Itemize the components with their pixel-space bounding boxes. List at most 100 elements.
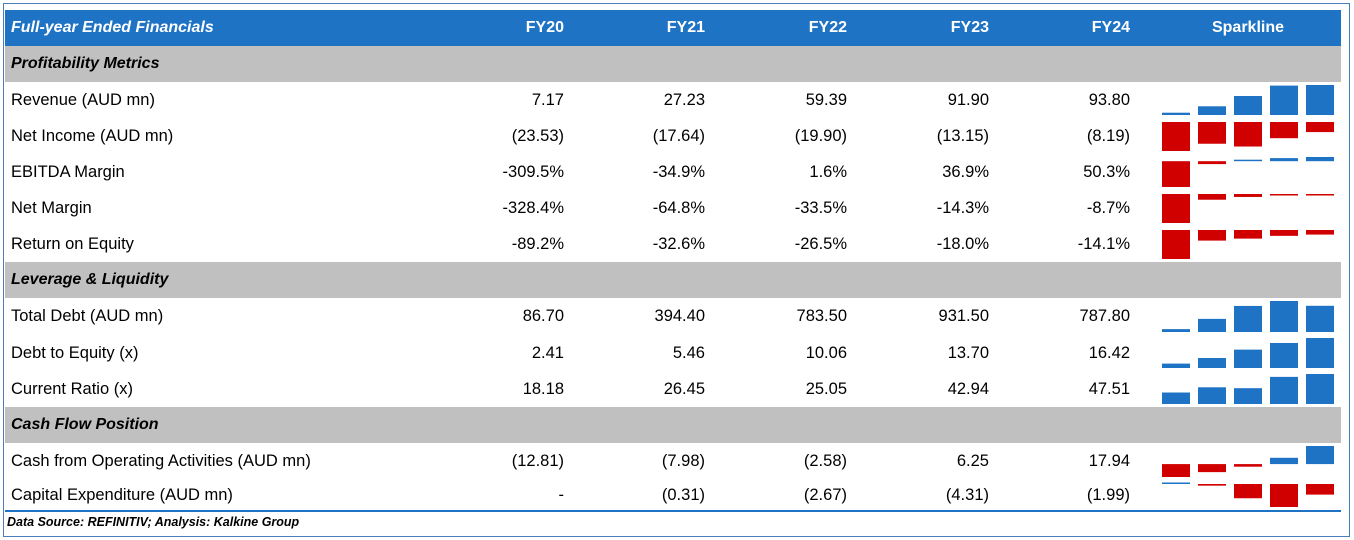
column-header-fy23: FY23 (950, 19, 989, 36)
sparkline-bar (1270, 122, 1298, 139)
value-cell-fy22: 10.06 (805, 343, 847, 362)
value-cell-fy24: 50.3% (1083, 162, 1130, 181)
sparkline-bar (1306, 305, 1334, 332)
sparkline-bar (1162, 112, 1190, 115)
value-cell-fy21: 394.40 (654, 307, 705, 325)
value-cell-fy24: 16.42 (1088, 343, 1130, 362)
row-label: Net Margin (11, 198, 92, 217)
sparkline-bar (1198, 484, 1226, 486)
sparkline-bar (1234, 96, 1262, 115)
sparkline-chart (1162, 122, 1334, 151)
data-source-note: Data Source: REFINITIV; Analysis: Kalkin… (7, 515, 300, 529)
sparkline-bar (1270, 376, 1298, 404)
table-title: Full-year Ended Financials (11, 19, 214, 36)
sparkline-bar (1162, 161, 1190, 187)
row-label: Net Income (AUD mn) (11, 126, 174, 145)
sparkline-cell (1155, 118, 1341, 154)
sparkline-bar (1270, 85, 1298, 115)
sparkline-cell (1155, 371, 1341, 407)
table-row: Capital Expenditure (AUD mn) - (0.31) (2.67… (5, 480, 1341, 510)
value-cell-fy23: 36.9% (942, 162, 989, 181)
sparkline-chart (1162, 194, 1334, 223)
column-header-fy24: FY24 (1091, 19, 1130, 36)
sparkline-cell (1155, 335, 1341, 371)
value-cell-fy23: 42.94 (947, 379, 989, 398)
table-row: Return on Equity -89.2% -32.6% -26.5% -18.0%… (5, 226, 1341, 262)
sparkline-bar (1234, 484, 1262, 499)
value-cell-fy24: (1.99) (1086, 485, 1130, 504)
value-cell-fy21: (7.98) (661, 452, 705, 470)
row-label: Return on Equity (11, 234, 134, 253)
sparkline-bar (1270, 158, 1298, 162)
sparkline-bar (1306, 122, 1334, 133)
value-cell-fy21: 5.46 (672, 343, 705, 362)
sparkline-bar (1234, 122, 1262, 147)
value-cell-fy20: -309.5% (502, 162, 564, 181)
sparkline-bar (1198, 122, 1226, 144)
value-cell-fy20: - (558, 485, 565, 504)
sparkline-bar (1162, 122, 1190, 151)
value-cell-fy22: 25.05 (805, 379, 847, 398)
table-row: EBITDA Margin -309.5% -34.9% 1.6% 36.9% 50.3% (5, 154, 1341, 190)
sparkline-bar (1198, 194, 1226, 200)
sparkline-bar (1234, 230, 1262, 239)
value-cell-fy23: -14.3% (936, 198, 989, 217)
sparkline-bar (1198, 464, 1226, 473)
sparkline-bar (1306, 157, 1334, 162)
table-row: Cash from Operating Activities (AUD mn) (… (5, 443, 1341, 480)
section-header: Profitability Metrics (5, 46, 1341, 82)
table-row: Current Ratio (x) 18.18 26.45 25.05 42.94 47.… (5, 371, 1341, 407)
value-cell-fy22: 783.50 (796, 307, 847, 325)
row-label: Current Ratio (x) (11, 379, 133, 398)
sparkline-bar (1306, 230, 1334, 235)
table-row: Net Margin -328.4% -64.8% -33.5% -14.3% -8.7% (5, 190, 1341, 226)
sparkline-bar (1162, 482, 1190, 484)
row-label: Revenue (AUD mn) (11, 90, 155, 109)
section-header: Cash Flow Position (5, 407, 1341, 443)
value-cell-fy20: 18.18 (522, 379, 564, 398)
section-header: Leverage & Liquidity (5, 262, 1341, 298)
sparkline-chart (1162, 338, 1334, 368)
column-header-fy20: FY20 (525, 19, 564, 36)
value-cell-fy23: 931.50 (938, 307, 989, 325)
value-cell-fy21: (17.64) (652, 126, 705, 145)
sparkline-bar (1198, 230, 1226, 241)
section-title: Cash Flow Position (11, 416, 159, 433)
value-cell-fy20: (12.81) (511, 452, 564, 470)
sparkline-bar (1270, 301, 1298, 332)
value-cell-fy20: 2.41 (531, 343, 564, 362)
value-cell-fy24: 47.51 (1088, 379, 1130, 398)
value-cell-fy23: (13.15) (936, 126, 989, 145)
sparkline-bar (1234, 388, 1262, 404)
sparkline-bar (1270, 342, 1298, 368)
sparkline-chart (1162, 374, 1334, 404)
sparkline-bar (1234, 194, 1262, 197)
value-cell-fy23: 6.25 (956, 452, 989, 470)
header-row: Full-year Ended Financials FY20 FY21 FY22 FY… (5, 10, 1341, 46)
sparkline-chart (1162, 301, 1334, 332)
section-title: Leverage & Liquidity (11, 271, 169, 288)
row-label: EBITDA Margin (11, 162, 125, 181)
column-header-fy22: FY22 (808, 19, 847, 36)
table-row: Debt to Equity (x) 2.41 5.46 10.06 13.70 16.4… (5, 335, 1341, 371)
value-cell-fy24: 787.80 (1079, 307, 1130, 325)
sparkline-bar (1162, 392, 1190, 404)
value-cell-fy24: 17.94 (1088, 452, 1130, 470)
sparkline-chart (1162, 230, 1334, 259)
sparkline-bar (1162, 329, 1190, 332)
row-label: Cash from Operating Activities (AUD mn) (11, 452, 311, 470)
value-cell-fy22: -33.5% (794, 198, 847, 217)
sparkline-cell (1155, 443, 1341, 480)
sparkline-bar (1234, 464, 1262, 467)
sparkline-bar (1198, 358, 1226, 368)
sparkline-bar (1162, 194, 1190, 223)
sparkline-chart (1162, 446, 1334, 477)
value-cell-fy22: -26.5% (794, 234, 847, 253)
sparkline-chart (1162, 85, 1334, 115)
value-cell-fy21: -32.6% (652, 234, 705, 253)
table-bottom-rule (5, 510, 1341, 512)
row-label: Total Debt (AUD mn) (11, 307, 164, 325)
value-cell-fy22: (2.67) (803, 485, 847, 504)
value-cell-fy24: (8.19) (1086, 126, 1130, 145)
value-cell-fy23: -18.0% (936, 234, 989, 253)
